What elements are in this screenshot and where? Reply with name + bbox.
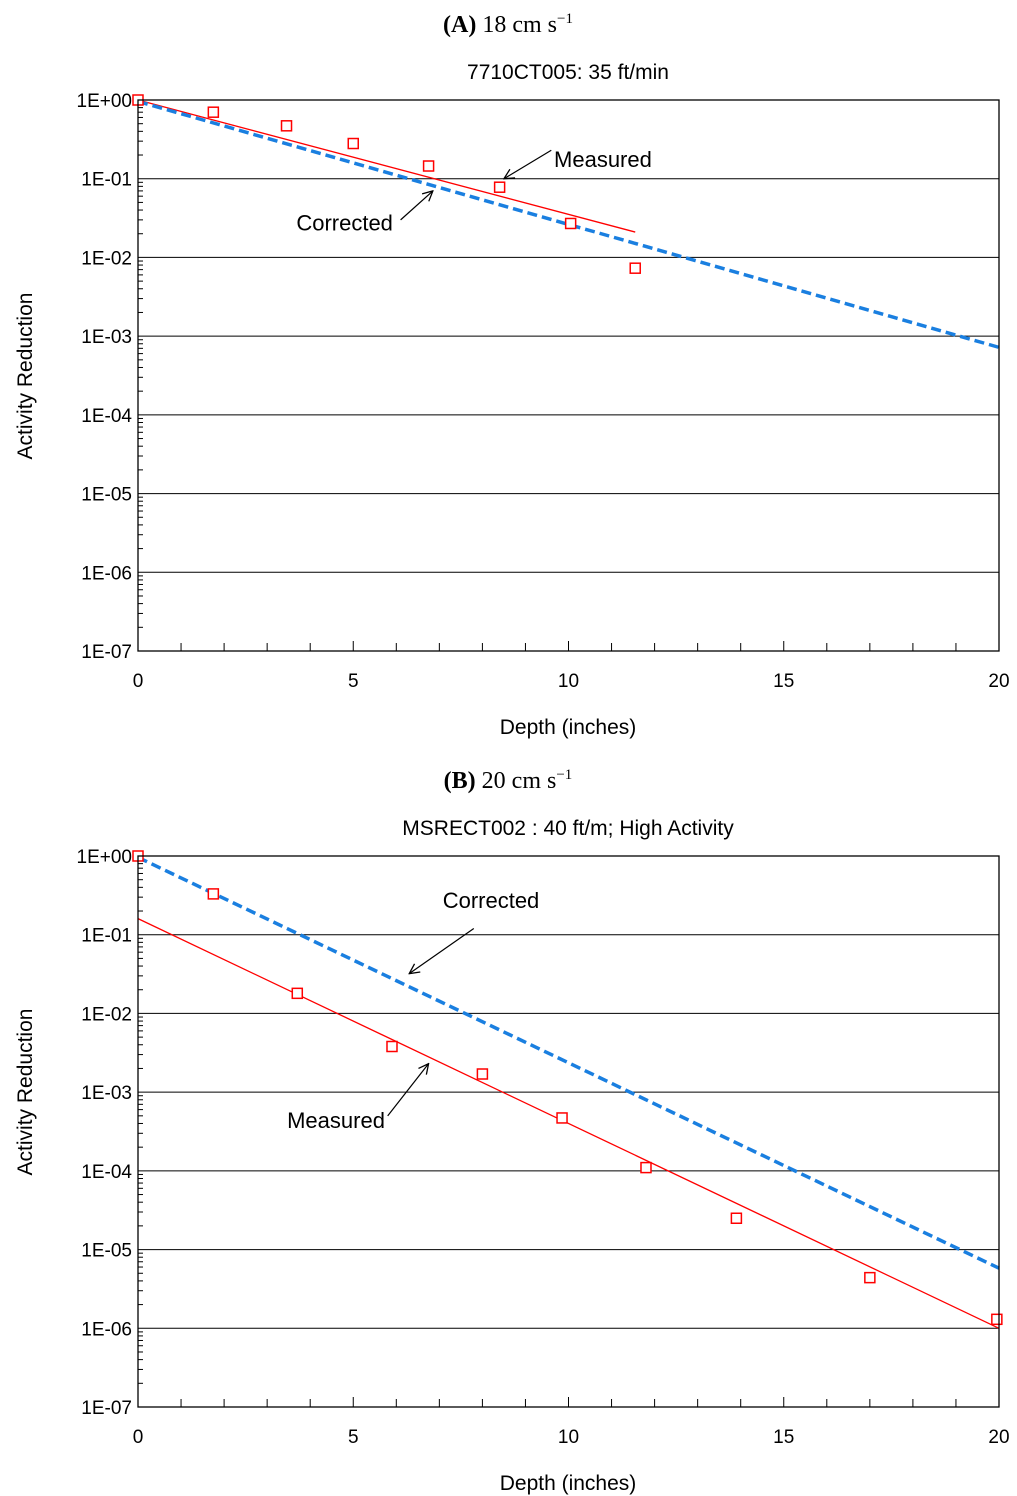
y-tick-label: 1E-07 (81, 1398, 132, 1419)
measured-annotation-arrow (504, 149, 552, 178)
panel-heading-a: (A) 18 cm s−1 (443, 11, 573, 38)
data-point (730, 1212, 743, 1224)
data-point (493, 181, 506, 193)
y-tick-label: 1E+00 (77, 847, 132, 868)
measured-fit-line (137, 99, 636, 233)
data-point (556, 1112, 568, 1124)
data-point (629, 262, 641, 274)
data-point (640, 1161, 652, 1174)
y-axis-label: Activity Reduction (14, 1009, 37, 1176)
y-tick-label: 1E-03 (81, 327, 132, 348)
data-point (207, 888, 220, 900)
panel-exponent: −1 (557, 11, 573, 27)
fit-lines (137, 99, 1000, 350)
panel-letter: (A) (443, 12, 476, 38)
tick-labels: 1E+00 1E-01 1E-02 1E-03 1E-04 1E-05 1E-06 1E-07… (77, 91, 1010, 692)
y-tick-label: 1E-05 (81, 485, 132, 506)
y-tick-label: 1E-04 (81, 1162, 132, 1183)
y-tick-label: 1E-06 (81, 1319, 132, 1340)
panel-speed: 18 cm s (482, 12, 557, 38)
data-point (386, 1040, 398, 1053)
fit-lines (137, 855, 1000, 1329)
axis-ticks (137, 103, 1000, 651)
x-tick-label: 5 (348, 671, 359, 692)
x-axis-label: Depth (inches) (500, 1472, 637, 1495)
panel-speed: 20 cm s (482, 768, 557, 794)
corrected-annotation-label: Corrected (443, 888, 540, 913)
y-tick-label: 1E-02 (81, 248, 132, 269)
panel-exponent: −1 (556, 767, 572, 783)
y-tick-label: 1E+00 (77, 91, 132, 112)
x-tick-label: 5 (348, 1427, 359, 1448)
y-tick-label: 1E-05 (81, 1241, 132, 1262)
measured-annotation-label: Measured (287, 1108, 385, 1133)
x-tick-label: 20 (988, 671, 1009, 692)
x-axis-label: Depth (inches) (500, 716, 637, 739)
chart-panel-b: (B) 20 cm s−1 MSRECT002 : 40 ft/m; High … (14, 767, 1010, 1495)
x-tick-label: 0 (133, 671, 144, 692)
axis-ticks (137, 859, 1000, 1407)
x-tick-label: 15 (773, 1427, 794, 1448)
y-tick-label: 1E-01 (81, 926, 132, 947)
chart-title: MSRECT002 : 40 ft/m; High Activity (402, 817, 734, 840)
x-tick-label: 20 (988, 1427, 1009, 1448)
panel-letter: (B) (444, 768, 476, 794)
chart-title: 7710CT005: 35 ft/min (467, 61, 669, 84)
measured-annotation-label: Measured (554, 147, 652, 172)
x-tick-label: 10 (558, 1427, 579, 1448)
data-point (291, 987, 304, 1000)
annotations: Corrected Measured (287, 888, 539, 1133)
data-point (864, 1271, 876, 1284)
y-tick-label: 1E-03 (81, 1083, 132, 1104)
annotations: Measured Corrected (296, 147, 652, 235)
tick-labels: 1E+00 1E-01 1E-02 1E-03 1E-04 1E-05 1E-06 1E-07… (77, 847, 1010, 1448)
measured-fit-line (137, 918, 1000, 1329)
y-tick-label: 1E-01 (81, 170, 132, 191)
panel-heading-b: (B) 20 cm s−1 (444, 767, 573, 794)
corrected-annotation-label: Corrected (296, 210, 393, 235)
x-tick-label: 10 (558, 671, 579, 692)
chart-panel-a: (A) 18 cm s−1 7710CT005: 35 ft/min Depth… (14, 11, 1010, 739)
x-tick-label: 15 (773, 671, 794, 692)
measured-annotation-arrow (387, 1064, 429, 1117)
y-tick-label: 1E-06 (81, 563, 132, 584)
data-points (132, 850, 1003, 1326)
data-point (347, 137, 359, 150)
y-tick-label: 1E-07 (81, 642, 132, 663)
y-tick-label: 1E-04 (81, 406, 132, 427)
data-point (564, 217, 577, 230)
corrected-annotation-arrow (400, 191, 433, 221)
plot-area (137, 855, 1000, 1408)
grid-lines (138, 855, 999, 1408)
y-axis-label: Activity Reduction (14, 293, 37, 460)
data-point (207, 106, 220, 118)
x-tick-label: 0 (133, 1427, 144, 1448)
grid-lines (138, 99, 999, 652)
y-tick-label: 1E-02 (81, 1004, 132, 1025)
data-point (991, 1313, 1003, 1326)
data-point (476, 1068, 489, 1080)
corrected-annotation-arrow (409, 927, 475, 973)
corrected-fit-line (137, 855, 1000, 1270)
data-point (422, 160, 435, 172)
data-point (280, 120, 293, 132)
plot-area (137, 99, 1000, 652)
data-points (132, 94, 641, 274)
